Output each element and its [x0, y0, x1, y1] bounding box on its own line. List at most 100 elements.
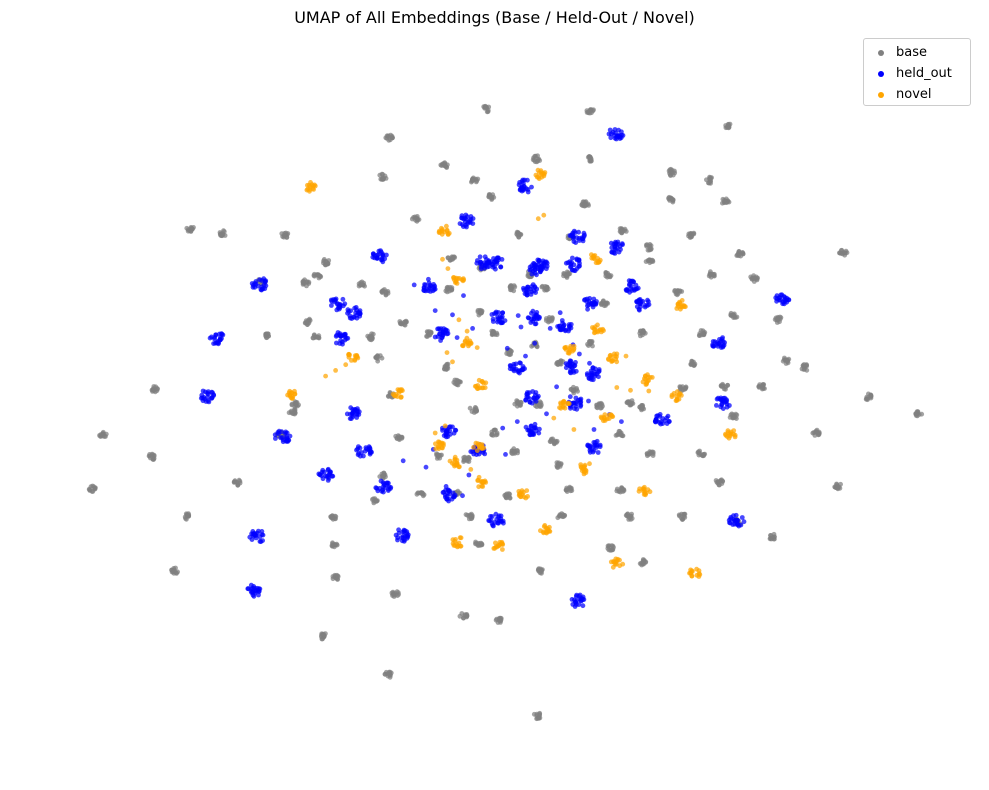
point-novel-cluster-11 [392, 393, 397, 399]
point-novel-8 [444, 350, 450, 355]
point-held-out-cluster-33 [714, 396, 720, 402]
point-novel-cluster-18 [474, 448, 480, 453]
point-novel-cluster-22 [480, 479, 486, 484]
point-base-cluster-108 [835, 483, 840, 489]
point-base-cluster-98 [644, 451, 650, 456]
point-base-cluster-104 [507, 495, 513, 501]
point-base-cluster-87 [491, 427, 497, 433]
point-novel-cluster-11 [400, 388, 405, 393]
point-held-out-cluster-46 [727, 520, 733, 526]
point-base-cluster-75 [725, 382, 730, 388]
point-base-cluster-38 [304, 283, 309, 289]
point-novel-21 [541, 212, 547, 218]
point-base-cluster-3 [389, 135, 395, 140]
point-held-out-cluster-7 [569, 260, 574, 265]
point-held-out-cluster-30 [203, 389, 208, 395]
point-held-out-cluster-3 [576, 229, 581, 235]
legend-label-held-out: held_out [896, 66, 952, 81]
point-base-cluster-5 [587, 154, 593, 160]
point-base-cluster-6 [441, 161, 446, 166]
point-base-cluster-72 [575, 388, 580, 394]
point-novel-18 [452, 454, 458, 460]
point-held-out-cluster-28 [511, 368, 517, 374]
point-base-cluster-72 [571, 388, 576, 394]
point-held-out-cluster-0 [606, 131, 612, 137]
point-novel-cluster-22 [476, 474, 482, 480]
point-held-out-cluster-42 [330, 473, 336, 479]
point-base-cluster-43 [599, 301, 605, 306]
point-novel-cluster-16 [602, 412, 608, 418]
point-held-out-26 [460, 493, 465, 499]
point-novel-7 [474, 345, 480, 350]
point-held-out-cluster-25 [567, 324, 572, 330]
point-base-cluster-75 [719, 384, 725, 389]
point-held-out-cluster-16 [332, 297, 338, 303]
point-novel-3 [440, 256, 445, 262]
point-held-out-cluster-9 [493, 266, 498, 272]
point-novel-cluster-2 [439, 225, 444, 231]
point-held-out-cluster-18 [637, 300, 643, 306]
point-base-cluster-98 [648, 450, 654, 455]
point-novel-cluster-0 [307, 187, 313, 193]
point-held-out-cluster-29 [592, 371, 598, 377]
point-base-cluster-94 [434, 451, 439, 456]
point-held-out-17 [591, 427, 597, 432]
point-held-out-15 [567, 394, 573, 400]
point-novel-cluster-6 [462, 339, 468, 345]
point-base-cluster-23 [691, 231, 697, 237]
point-novel-cluster-7 [610, 358, 616, 364]
point-base-cluster-117 [770, 535, 776, 541]
point-novel-cluster-5 [592, 324, 598, 330]
point-base-cluster-114 [629, 511, 634, 517]
point-base-cluster-50 [775, 316, 780, 321]
point-base-cluster-74 [683, 385, 689, 391]
point-base-cluster-25 [735, 252, 740, 258]
point-held-out-cluster-20 [497, 314, 503, 320]
point-base-cluster-115 [679, 515, 684, 521]
point-held-out-cluster-5 [375, 252, 380, 258]
point-base-cluster-41 [509, 287, 514, 293]
point-held-out-cluster-33 [714, 403, 719, 408]
point-novel-cluster-9 [567, 346, 573, 351]
point-base-cluster-53 [365, 333, 371, 339]
point-held-out-cluster-50 [573, 599, 578, 605]
point-held-out-cluster-8 [536, 257, 542, 263]
point-base-cluster-82 [595, 405, 600, 411]
point-novel-cluster-9 [562, 345, 568, 351]
point-novel-0 [323, 373, 328, 379]
point-novel-cluster-25 [545, 527, 550, 532]
point-base-cluster-42 [544, 284, 550, 290]
point-held-out-cluster-44 [450, 494, 456, 499]
point-base-cluster-10 [708, 178, 713, 184]
point-base-cluster-22 [645, 247, 651, 253]
point-novel-cluster-26 [455, 544, 460, 550]
point-held-out-cluster-39 [357, 445, 363, 451]
point-novel-cluster-27 [500, 547, 505, 552]
point-base-cluster-118 [330, 543, 335, 549]
point-held-out-cluster-25 [561, 322, 567, 328]
point-held-out-cluster-46 [735, 521, 740, 527]
point-novel-cluster-10 [289, 396, 295, 401]
point-held-out-cluster-21 [533, 321, 539, 327]
point-base-cluster-23 [688, 234, 693, 240]
point-held-out-cluster-50 [569, 597, 575, 602]
point-novel-cluster-23 [525, 494, 530, 499]
point-held-out-cluster-26 [721, 342, 727, 348]
point-base-cluster-2 [727, 121, 733, 127]
point-held-out-3 [438, 338, 443, 343]
point-held-out-cluster-29 [588, 368, 594, 374]
legend-marker-held-out [878, 70, 884, 77]
point-held-out-cluster-39 [359, 450, 364, 455]
point-novel-cluster-28 [610, 564, 616, 570]
point-base-cluster-82 [600, 403, 605, 409]
point-base-cluster-101 [371, 496, 376, 502]
point-held-out-cluster-2 [465, 221, 470, 227]
point-held-out-cluster-15 [774, 298, 779, 304]
point-novel-cluster-16 [598, 414, 604, 420]
legend-label-base: base [896, 45, 927, 60]
point-novel-cluster-27 [497, 539, 503, 545]
point-base-cluster-34 [525, 272, 531, 278]
point-base-cluster-74 [677, 384, 683, 390]
point-held-out-8 [518, 324, 524, 330]
